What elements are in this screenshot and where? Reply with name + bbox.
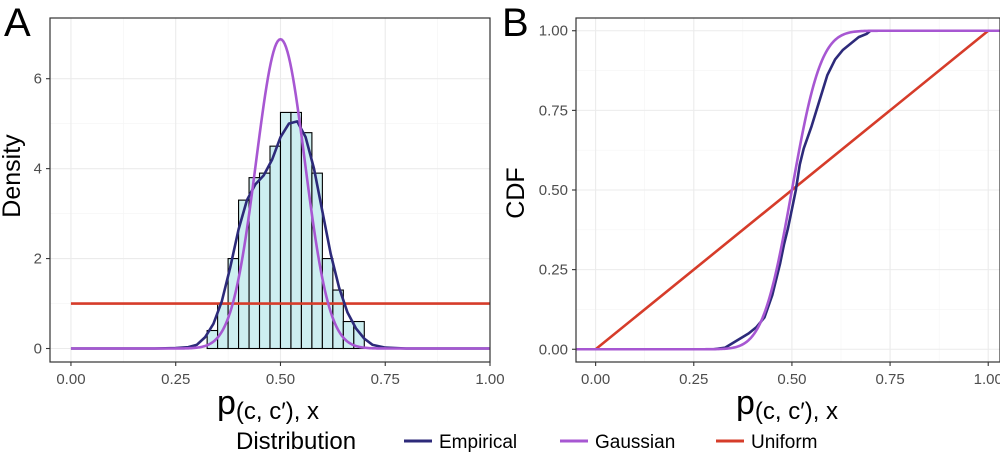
panel-b-x-ticks: 0.00 0.25 0.50 0.75 1.00: [581, 362, 1000, 388]
panel-b-y-axis-title: CDF: [502, 167, 530, 218]
panel-b-letter: B: [502, 1, 529, 45]
panel-b-x-axis-title-sub: (c, c′), x: [755, 398, 838, 425]
panel-b-y-tick-label: 0.50: [539, 182, 568, 199]
panel-b-x-axis-title: p(c, c′), x: [736, 384, 838, 425]
panel-b-x-tick-label: 0.50: [777, 371, 806, 388]
panel-b-grid: [576, 18, 1000, 362]
panel-a-border: [49, 17, 491, 363]
legend-label-empirical: Empirical: [439, 432, 517, 453]
panel-a-x-tick-label: 0.00: [56, 371, 85, 388]
legend-label-uniform: Uniform: [751, 432, 818, 453]
histogram-bar: [300, 132, 313, 350]
panel-a-x-tick-label: 1.00: [475, 371, 504, 388]
panel-b-y-ticks: 0.00 0.25 0.50 0.75 1.00: [539, 23, 576, 358]
panel-b-y-tick-label: 0.00: [539, 341, 568, 358]
series-line-empirical: [70, 120, 490, 350]
panel-b-lines: [576, 29, 1000, 351]
panel-a-lines: [70, 37, 490, 350]
panel-a-x-ticks: 0.00 0.25 0.50 0.75 1.00: [56, 362, 505, 388]
panel-b-y-tick-label: 0.75: [539, 102, 568, 119]
panel-b-x-axis-title-main: p: [736, 384, 755, 422]
panel-a-x-tick-label: 0.25: [161, 371, 190, 388]
series-line-gaussian: [576, 29, 1000, 351]
panel-a-y-tick-label: 6: [34, 71, 42, 88]
panel-b-x-tick-label: 1.00: [974, 371, 1000, 388]
panel-a-y-tick-label: 0: [34, 341, 42, 358]
panel-b-y-tick-label: 1.00: [539, 23, 568, 40]
histogram-bar: [353, 320, 365, 350]
panel-a-y-tick-label: 2: [34, 251, 42, 268]
panel-a-letter: A: [4, 1, 31, 45]
panel-b-y-tick-label: 0.25: [539, 262, 568, 279]
panel-b: B 0.00 0.25 0.50 0.75 1.00 0.00 0.25 0.50 0.75 1…: [502, 1, 1000, 425]
legend-title: Distribution: [236, 428, 356, 455]
panel-b-x-tick-label: 0.00: [581, 371, 610, 388]
series-line-empirical: [576, 29, 1000, 351]
panel-b-x-tick-label: 0.25: [679, 371, 708, 388]
panel-b-x-tick-label: 0.75: [875, 371, 904, 388]
panel-a-y-tick-label: 4: [34, 161, 42, 178]
panel-a-y-ticks: 0 2 4 6: [34, 71, 50, 358]
histogram-bar: [290, 111, 302, 350]
panel-a-x-tick-label: 0.75: [371, 371, 400, 388]
series-line-gaussian: [70, 37, 490, 350]
panel-a-x-axis-title-main: p: [217, 384, 236, 422]
histogram-bar: [269, 145, 282, 350]
panel-a-x-axis-title-sub: (c, c′), x: [236, 398, 319, 425]
panel-a-x-axis-title: p(c, c′), x: [217, 384, 319, 425]
legend-label-gaussian: Gaussian: [595, 432, 675, 453]
legend: Distribution Empirical Gaussian Uniform: [236, 428, 818, 455]
panel-a: A 0.00 0.25 0.50 0.75 1.00 0 2 4 6 Density p(c,…: [0, 1, 505, 425]
panel-a-x-tick-label: 0.50: [266, 371, 295, 388]
histogram-bar: [258, 172, 271, 350]
histogram-bar: [279, 111, 292, 350]
panel-a-y-axis-title: Density: [0, 134, 26, 218]
